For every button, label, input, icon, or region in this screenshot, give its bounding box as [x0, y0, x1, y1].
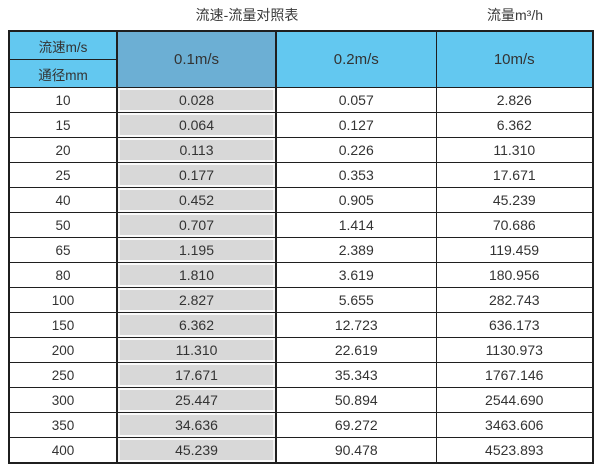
table-body: 10 0.028 0.057 2.826 15 0.064 0.127 6.362 20 0.11…	[8, 87, 594, 464]
diameter-cell: 50	[8, 212, 118, 238]
diameter-cell: 20	[8, 137, 118, 163]
value-cell: 22.619	[275, 337, 437, 363]
value-cell: 5.655	[275, 287, 437, 313]
value-cell-highlighted: 11.310	[116, 337, 277, 363]
diameter-cell: 40	[8, 187, 118, 213]
value-cell-highlighted: 0.452	[116, 187, 277, 213]
diameter-cell: 200	[8, 337, 118, 363]
table-row: 300 25.447 50.894 2544.690	[8, 387, 594, 413]
table-row: 100 2.827 5.655 282.743	[8, 287, 594, 313]
header-col-10ms: 10m/s	[435, 30, 594, 88]
value-cell: 0.127	[275, 112, 437, 138]
value-cell: 1130.973	[435, 337, 594, 363]
table-row: 40 0.452 0.905 45.239	[8, 187, 594, 213]
table-row: 80 1.810 3.619 180.956	[8, 262, 594, 288]
value-cell-highlighted: 25.447	[116, 387, 277, 413]
table-row: 200 11.310 22.619 1130.973	[8, 337, 594, 363]
value-cell-highlighted: 1.195	[116, 237, 277, 263]
value-cell: 4523.893	[435, 437, 594, 464]
table-row: 350 34.636 69.272 3463.606	[8, 412, 594, 438]
table-header: 流速m/s 0.1m/s 0.2m/s 10m/s 通径mm	[8, 30, 594, 88]
value-cell: 180.956	[435, 262, 594, 288]
table-row: 25 0.177 0.353 17.671	[8, 162, 594, 188]
value-cell-highlighted: 34.636	[116, 412, 277, 438]
table-row: 65 1.195 2.389 119.459	[8, 237, 594, 263]
page-title: 流速-流量对照表	[195, 7, 299, 23]
value-cell: 0.057	[275, 87, 437, 113]
value-cell: 636.173	[435, 312, 594, 338]
value-cell: 6.362	[435, 112, 594, 138]
value-cell: 0.226	[275, 137, 437, 163]
value-cell-highlighted: 45.239	[116, 437, 277, 464]
header-row-diameter: 通径mm	[8, 59, 593, 88]
diameter-cell: 100	[8, 287, 118, 313]
value-cell: 0.905	[275, 187, 437, 213]
table-row: 400 45.239 90.478 4523.893	[8, 437, 594, 464]
header-row-velocity: 流速m/s 0.1m/s 0.2m/s 10m/s	[8, 30, 594, 88]
value-cell-highlighted: 1.810	[116, 262, 277, 288]
value-cell: 2.826	[435, 87, 594, 113]
value-cell: 1.414	[275, 212, 437, 238]
value-cell: 1767.146	[435, 362, 594, 388]
value-cell: 3.619	[275, 262, 437, 288]
diameter-cell: 150	[8, 312, 118, 338]
table-row: 50 0.707 1.414 70.686	[8, 212, 594, 238]
value-cell: 282.743	[435, 287, 594, 313]
value-cell: 35.343	[275, 362, 437, 388]
value-cell-highlighted: 0.707	[116, 212, 277, 238]
diameter-cell: 300	[8, 387, 118, 413]
diameter-cell: 15	[8, 112, 118, 138]
value-cell-highlighted: 2.827	[116, 287, 277, 313]
diameter-cell: 350	[8, 412, 118, 438]
diameter-cell: 25	[8, 162, 118, 188]
value-cell: 69.272	[275, 412, 437, 438]
value-cell-highlighted: 0.177	[116, 162, 277, 188]
table-row: 15 0.064 0.127 6.362	[8, 112, 594, 138]
value-cell: 119.459	[435, 237, 594, 263]
flow-unit-label: 流量m³/h	[487, 7, 543, 23]
value-cell-highlighted: 0.064	[116, 112, 277, 138]
value-cell-highlighted: 0.028	[116, 87, 277, 113]
value-cell-highlighted: 0.113	[116, 137, 277, 163]
header-diameter-label: 通径mm	[8, 59, 118, 88]
value-cell: 50.894	[275, 387, 437, 413]
value-cell: 12.723	[275, 312, 437, 338]
diameter-cell: 65	[8, 237, 118, 263]
table-row: 150 6.362 12.723 636.173	[8, 312, 594, 338]
value-cell: 2544.690	[435, 387, 594, 413]
diameter-cell: 250	[8, 362, 118, 388]
table-row: 10 0.028 0.057 2.826	[8, 87, 594, 113]
value-cell: 2.389	[275, 237, 437, 263]
table-row: 250 17.671 35.343 1767.146	[8, 362, 594, 388]
value-cell: 3463.606	[435, 412, 594, 438]
value-cell: 45.239	[435, 187, 594, 213]
value-cell: 11.310	[435, 137, 594, 163]
value-cell: 70.686	[435, 212, 594, 238]
value-cell-highlighted: 6.362	[116, 312, 277, 338]
header-col-0p2ms: 0.2m/s	[275, 30, 437, 88]
value-cell: 90.478	[275, 437, 437, 464]
header-velocity-label: 流速m/s	[8, 30, 118, 60]
value-cell-highlighted: 17.671	[116, 362, 277, 388]
header-col-0p1ms: 0.1m/s	[116, 30, 277, 88]
table-row: 20 0.113 0.226 11.310	[8, 137, 594, 163]
flow-rate-table: 流速m/s 0.1m/s 0.2m/s 10m/s 通径mm 10 0.028 0.…	[8, 30, 594, 464]
diameter-cell: 10	[8, 87, 118, 113]
value-cell: 0.353	[275, 162, 437, 188]
value-cell: 17.671	[435, 162, 594, 188]
diameter-cell: 80	[8, 262, 118, 288]
diameter-cell: 400	[8, 437, 118, 464]
